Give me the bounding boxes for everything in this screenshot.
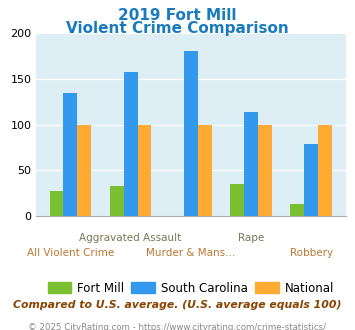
Bar [304,144,318,216]
Text: 2019 Fort Mill: 2019 Fort Mill [118,8,237,23]
Bar [290,204,304,216]
Bar [124,72,137,216]
Bar [110,186,124,216]
Bar [230,184,244,216]
Bar [244,112,258,216]
Bar [137,124,151,216]
Bar [184,51,198,216]
Bar [258,124,272,216]
Text: Rape: Rape [238,233,264,243]
Legend: Fort Mill, South Carolina, National: Fort Mill, South Carolina, National [43,277,339,299]
Text: © 2025 CityRating.com - https://www.cityrating.com/crime-statistics/: © 2025 CityRating.com - https://www.city… [28,323,327,330]
Text: Robbery: Robbery [290,248,333,258]
Text: Murder & Mans...: Murder & Mans... [146,248,235,258]
Text: Aggravated Assault: Aggravated Assault [80,233,182,243]
Bar [50,190,64,216]
Text: All Violent Crime: All Violent Crime [27,248,114,258]
Bar [77,124,91,216]
Bar [198,124,212,216]
Text: Compared to U.S. average. (U.S. average equals 100): Compared to U.S. average. (U.S. average … [13,300,342,310]
Bar [64,92,77,216]
Bar [318,124,332,216]
Text: Violent Crime Comparison: Violent Crime Comparison [66,21,289,36]
